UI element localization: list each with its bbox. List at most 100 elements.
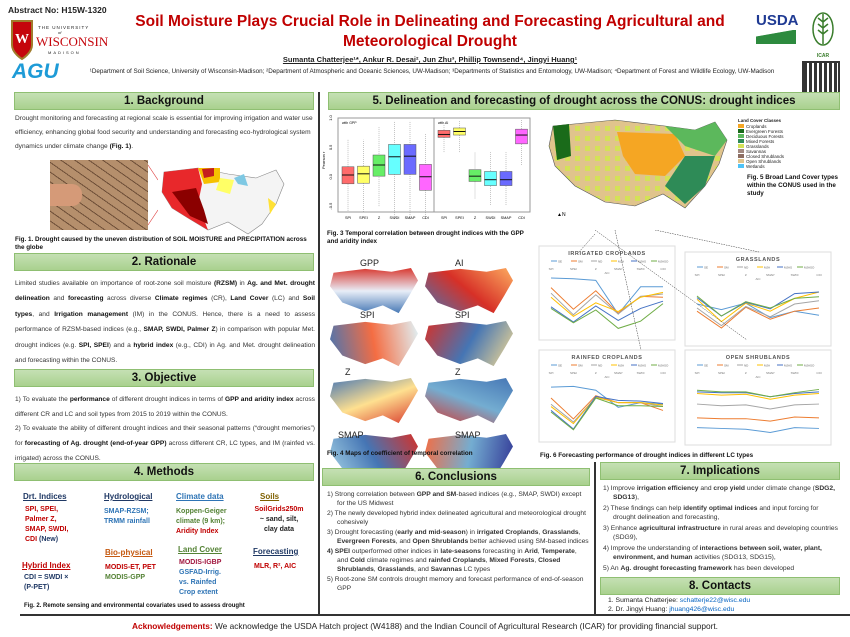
x-tick-label: SMAP xyxy=(614,267,623,271)
x-tick-label: SPEI xyxy=(570,267,577,271)
bold-text: hybrid index xyxy=(133,341,174,349)
contact-email-link[interactable]: schatterje22@wisc.edu xyxy=(679,597,751,604)
text: 2) These findings can help xyxy=(603,505,684,513)
legend-label: SE xyxy=(558,364,562,368)
x-tick-label: SPEI xyxy=(455,216,464,220)
y-tick-label: 1.0 xyxy=(328,114,333,120)
land-item: GSFAD-Irrig. xyxy=(179,569,222,577)
x-tick-label: SPEI xyxy=(570,371,577,375)
x-axis-label: AIC xyxy=(604,271,610,275)
text: 5) An xyxy=(603,565,621,573)
x-tick-label: CDI xyxy=(816,371,821,375)
correlation-map xyxy=(330,320,418,367)
legend-item: Grasslands xyxy=(738,144,784,149)
x-tick-label: SWDI xyxy=(390,216,400,220)
panel-title: with GPP xyxy=(342,121,357,125)
series-line xyxy=(696,306,820,329)
contacts-list: 1. Sumanta Chatterjee: schatterje22@wisc… xyxy=(608,596,750,614)
bold-text: Grasslands xyxy=(377,566,414,574)
y-tick-label: 0.5 xyxy=(328,144,333,150)
map-label: GPP xyxy=(360,258,380,268)
text: and xyxy=(49,295,68,303)
series-line xyxy=(550,396,664,425)
x-tick-label: SWDI xyxy=(791,273,799,277)
legend-swatch xyxy=(738,149,744,153)
legend-label: MJASO xyxy=(658,364,669,368)
hydro-item: SMAP-RZSM; xyxy=(104,508,149,515)
x-tick-label: SPI xyxy=(441,216,447,220)
hybrid-item: CDI = SWDI × xyxy=(24,574,69,581)
text: Limited studies available on importance … xyxy=(15,280,214,287)
x-tick-label: CDI xyxy=(660,371,665,375)
list-item: 2) These findings can help identify opti… xyxy=(603,504,839,522)
x-tick-label: SPI xyxy=(549,371,554,375)
bold-text: Temperate xyxy=(541,548,575,556)
objective-text-1: 1) To evaluate the performance of differ… xyxy=(15,392,315,422)
x-tick-label: Z xyxy=(745,273,747,277)
text: -based indices (e.g., SMAP, SWDI) except… xyxy=(337,491,582,508)
fig3-caption: Fig. 3 Temporal correlation between drou… xyxy=(327,230,524,246)
land-cover-title: Land Cover xyxy=(178,545,223,554)
text: across different CR and LC and soil type… xyxy=(15,396,315,419)
bold-text: forecasting xyxy=(67,295,104,303)
text: 3) Drought forecasting ( xyxy=(327,529,398,537)
x-axis-label: AIC xyxy=(755,375,761,379)
text: , and xyxy=(337,548,577,565)
bio-item: MODIS-GPP xyxy=(105,574,146,582)
text: 2) To evaluate the ability of different … xyxy=(15,425,315,448)
x-tick-label: SPI xyxy=(345,216,351,220)
legend-label: SM xyxy=(724,364,729,368)
legend-label: Closed Shrublands xyxy=(746,154,785,159)
text: in rural areas and developing countries … xyxy=(613,525,838,542)
legend-label: SM xyxy=(578,260,583,264)
fig4-caption: Fig. 4 Maps of coefficient of temporal c… xyxy=(327,450,473,457)
series-line xyxy=(696,403,820,410)
map-label: Z xyxy=(455,367,461,377)
x-tick-label: SPI xyxy=(695,273,700,277)
x-tick-label: SMAP xyxy=(405,216,416,220)
x-tick-label: SPI xyxy=(695,371,700,375)
bold-text: Evergreen Forests xyxy=(337,538,396,546)
qr-code[interactable] xyxy=(802,61,840,99)
text: , xyxy=(373,566,378,574)
climate-data-title: Climate data xyxy=(176,492,224,501)
forecasting-items: MLR, R², AIC xyxy=(254,563,297,570)
legend-label: SM xyxy=(724,266,729,270)
x-tick-label: Z xyxy=(595,267,597,271)
x-tick-label: Z xyxy=(745,371,747,375)
y-tick-label: 0.0 xyxy=(328,173,333,179)
map-label: AI xyxy=(455,258,464,268)
affiliations: ¹Department of Soil Science, University … xyxy=(89,68,775,75)
cracked-soil-photo xyxy=(50,160,148,230)
box xyxy=(357,165,370,184)
correlation-map xyxy=(425,267,513,314)
contact-name: 1. Sumanta Chatterjee: xyxy=(608,597,680,604)
text: (LC) and xyxy=(268,295,303,303)
text: 1) Improve xyxy=(603,485,637,492)
usda-text: USDA xyxy=(756,12,799,29)
svg-text:W: W xyxy=(15,32,29,47)
text: 4) Improve the understanding of xyxy=(603,545,700,553)
x-tick-label: SMAP xyxy=(614,371,623,375)
map-label: SPI xyxy=(455,310,470,320)
bold-text: forecasting of Ag. drought (end-of-year … xyxy=(24,440,167,448)
box xyxy=(437,130,451,138)
legend-label: MJAS xyxy=(638,260,646,264)
text: , and xyxy=(413,566,431,574)
list-item: 4) SPEI outperformed other indices in la… xyxy=(327,547,589,574)
contact-email-link[interactable]: jhuang426@wisc.edu xyxy=(669,606,735,614)
climate-item: Koppen-Geiger xyxy=(176,508,227,515)
soils-title: Soils xyxy=(260,492,280,501)
drt-item: SMAP, SWDI, xyxy=(25,526,69,534)
list-item: 4) Improve the understanding of interact… xyxy=(603,544,839,562)
legend-item: Closed Shrublands xyxy=(738,154,784,159)
text: outperformed other indices in xyxy=(350,548,441,556)
land-cover-map: ▲N xyxy=(548,119,728,218)
legend-swatch xyxy=(738,164,744,168)
text: ) in xyxy=(465,529,477,537)
legend-label: Savannas xyxy=(746,149,767,154)
uw-line1: THE UNIVERSITY xyxy=(38,25,90,30)
series-line xyxy=(696,427,820,434)
text: across diverse xyxy=(103,295,155,303)
text: 1) To evaluate the xyxy=(15,396,70,403)
